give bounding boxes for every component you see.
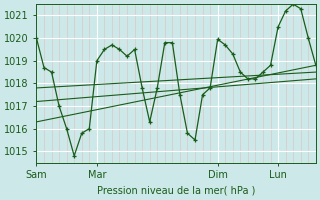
X-axis label: Pression niveau de la mer( hPa ): Pression niveau de la mer( hPa ) (97, 186, 255, 196)
